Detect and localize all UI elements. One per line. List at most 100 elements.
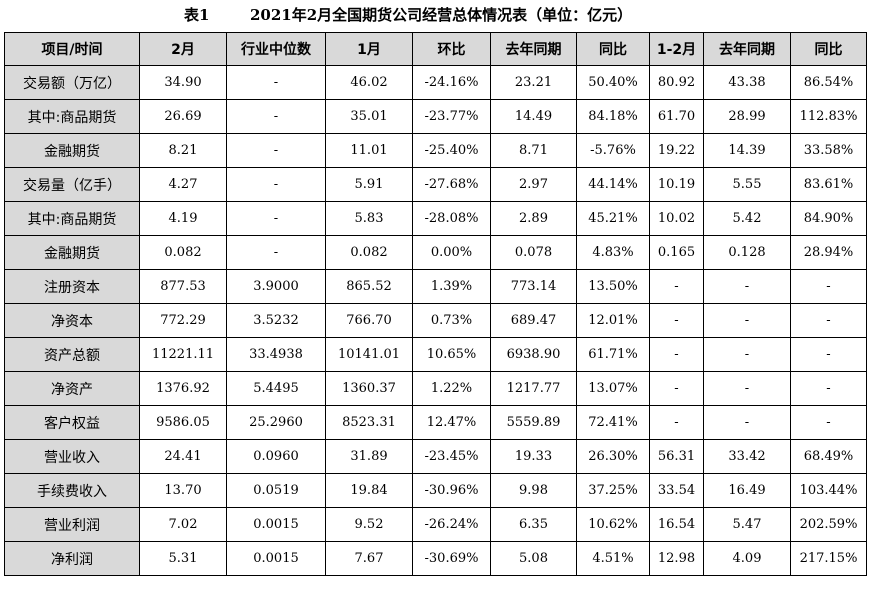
table-row: 净资产 1376.92 5.4495 1360.37 1.22% 1217.77 13.07…	[4, 371, 867, 406]
table-cell: 865.52	[325, 269, 413, 304]
table-cell: 23.21	[490, 65, 577, 100]
table-cell: 12.47%	[412, 405, 491, 440]
table-cell: 112.83%	[790, 99, 867, 134]
table-cell: 0.0519	[226, 473, 326, 508]
futures-company-operations-table: 项目/时间 2月 行业中位数 1月 环比 去年同期 同比 1-2月 去年同期 同比 交易额（万亿）…	[4, 32, 867, 576]
table-cell: 45.21%	[576, 201, 650, 236]
table-row: 其中:商品期货 26.69-35.01 -23.77% 14.49 84.18% 61.7…	[4, 99, 867, 134]
row-label: 金融期货	[4, 235, 140, 270]
table-cell: -	[649, 303, 704, 338]
table-cell: 689.47	[490, 303, 577, 338]
table-cell: 0.0015	[226, 507, 326, 542]
table-row: 营业利润 7.02 0.0015 9.52 -26.24% 6.35 10.62% 16.54…	[4, 507, 867, 542]
table-cell: -	[226, 133, 326, 168]
table-cell: 33.42	[703, 439, 791, 474]
table-cell: 3.9000	[226, 269, 326, 304]
table-cell: 2.97	[490, 167, 577, 202]
table-cell: -	[226, 235, 326, 270]
row-label: 金融期货	[4, 133, 140, 168]
table-cell: 5.08	[490, 541, 577, 576]
table-cell: -	[649, 337, 704, 372]
row-label: 客户权益	[4, 405, 140, 440]
column-header: 1-2月	[649, 32, 704, 66]
table-cell: 33.54	[649, 473, 704, 508]
table-cell: -	[790, 303, 867, 338]
table-cell: -23.77%	[412, 99, 491, 134]
table-cell: 772.29	[139, 303, 227, 338]
row-label: 交易量（亿手）	[4, 167, 140, 202]
table-cell: 16.49	[703, 473, 791, 508]
table-cell: 13.07%	[576, 371, 650, 406]
table-number-label: 表1	[184, 6, 210, 24]
column-header: 2月	[139, 32, 227, 66]
table-caption: 表1 2021年2月全国期货公司经营总体情况表（单位：亿元）	[0, 0, 872, 30]
table-cell: 766.70	[325, 303, 413, 338]
header-row: 项目/时间 2月 行业中位数 1月 环比 去年同期 同比 1-2月 去年同期 同比	[4, 32, 867, 66]
table-cell: -	[226, 201, 326, 236]
table-cell: 8.21	[139, 133, 227, 168]
row-label: 营业收入	[4, 439, 140, 474]
table-cell: 0.165	[649, 235, 704, 270]
table-title: 2021年2月全国期货公司经营总体情况表（单位：亿元）	[250, 6, 633, 24]
table-cell: -30.96%	[412, 473, 491, 508]
table-cell: -	[703, 405, 791, 440]
table-header: 项目/时间 2月 行业中位数 1月 环比 去年同期 同比 1-2月 去年同期 同比	[4, 32, 867, 66]
table-cell: -	[226, 99, 326, 134]
table-cell: 10.02	[649, 201, 704, 236]
table-cell: 5.55	[703, 167, 791, 202]
table-row: 资产总额 11221.11 33.4938 10141.01 10.65% 6938.90…	[4, 337, 867, 372]
table-cell: 50.40%	[576, 65, 650, 100]
table-cell: 9.98	[490, 473, 577, 508]
table-cell: 217.15%	[790, 541, 867, 576]
table-cell: 13.50%	[576, 269, 650, 304]
table-cell: 43.38	[703, 65, 791, 100]
table-cell: 1.39%	[412, 269, 491, 304]
table-cell: 44.14%	[576, 167, 650, 202]
table-cell: -30.69%	[412, 541, 491, 576]
table-cell: 1360.37	[325, 371, 413, 406]
table-cell: 25.2960	[226, 405, 326, 440]
table-cell: 8.71	[490, 133, 577, 168]
table-cell: 0.00%	[412, 235, 491, 270]
table-row: 金融期货 0.082-0.082 0.00% 0.078 4.83% 0.165 0.128…	[4, 235, 867, 270]
row-label: 营业利润	[4, 507, 140, 542]
table-cell: -	[703, 337, 791, 372]
table-cell: 5.42	[703, 201, 791, 236]
table-cell: 6.35	[490, 507, 577, 542]
table-row: 营业收入 24.41 0.0960 31.89 -23.45% 19.33 26.30% 56…	[4, 439, 867, 474]
table-cell: 26.69	[139, 99, 227, 134]
table-cell: 1.22%	[412, 371, 491, 406]
table-cell: 10.62%	[576, 507, 650, 542]
table-row: 其中:商品期货 4.19-5.83 -28.08% 2.89 45.21% 10.02 5.…	[4, 201, 867, 236]
column-header: 去年同期	[703, 32, 791, 66]
table-cell: -	[226, 167, 326, 202]
table-cell: 11221.11	[139, 337, 227, 372]
table-cell: 7.02	[139, 507, 227, 542]
row-label: 净资产	[4, 371, 140, 406]
table-row: 交易额（万亿） 34.90-46.02 -24.16% 23.21 50.40% 80.9…	[4, 65, 867, 100]
table-cell: 12.01%	[576, 303, 650, 338]
table-cell: -	[703, 371, 791, 406]
table-cell: -	[703, 269, 791, 304]
table-cell: -27.68%	[412, 167, 491, 202]
table-cell: 14.39	[703, 133, 791, 168]
table-cell: 11.01	[325, 133, 413, 168]
table-cell: 19.84	[325, 473, 413, 508]
table-cell: 4.27	[139, 167, 227, 202]
table-cell: 12.98	[649, 541, 704, 576]
table-cell: -5.76%	[576, 133, 650, 168]
column-header: 同比	[790, 32, 867, 66]
table-cell: 5.31	[139, 541, 227, 576]
table-cell: -	[790, 371, 867, 406]
table-row: 金融期货 8.21-11.01 -25.40% 8.71 -5.76% 19.22 14.3…	[4, 133, 867, 168]
row-label: 其中:商品期货	[4, 99, 140, 134]
table-cell: -26.24%	[412, 507, 491, 542]
column-header: 项目/时间	[4, 32, 140, 66]
row-label: 净利润	[4, 541, 140, 576]
table-cell: 19.22	[649, 133, 704, 168]
table-cell: 13.70	[139, 473, 227, 508]
table-cell: 80.92	[649, 65, 704, 100]
table-cell: 37.25%	[576, 473, 650, 508]
table-cell: 7.67	[325, 541, 413, 576]
table-cell: 4.09	[703, 541, 791, 576]
